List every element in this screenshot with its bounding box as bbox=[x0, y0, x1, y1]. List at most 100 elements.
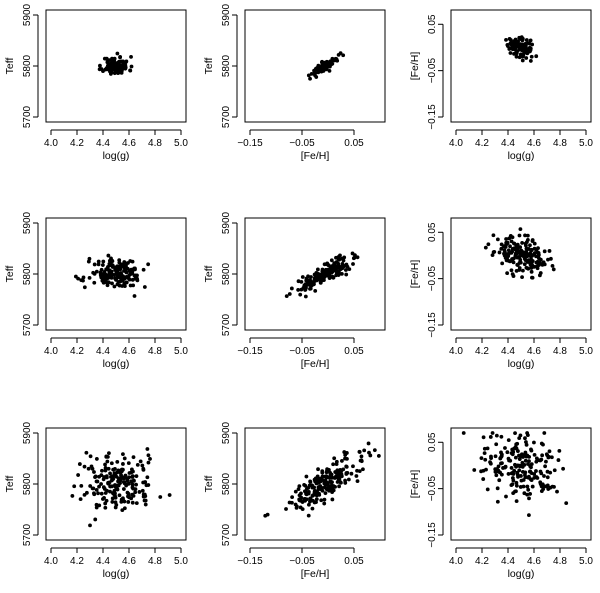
x-tick-label: 4.4 bbox=[96, 346, 110, 357]
x-tick-label: 4.2 bbox=[475, 138, 489, 149]
data-point bbox=[129, 64, 134, 69]
data-point bbox=[117, 67, 122, 72]
data-point bbox=[503, 446, 507, 450]
data-point bbox=[538, 458, 543, 463]
data-point bbox=[337, 484, 341, 489]
data-point bbox=[131, 469, 135, 474]
data-point bbox=[359, 458, 364, 463]
data-point bbox=[342, 263, 347, 268]
data-point bbox=[296, 279, 301, 284]
data-point bbox=[526, 259, 531, 264]
data-point bbox=[96, 491, 100, 496]
data-point bbox=[304, 474, 309, 479]
data-point bbox=[99, 482, 103, 486]
data-point bbox=[545, 469, 550, 474]
data-point bbox=[524, 56, 529, 60]
data-point bbox=[122, 506, 127, 511]
data-point bbox=[517, 464, 522, 469]
data-point bbox=[89, 464, 94, 469]
data-point bbox=[552, 468, 557, 473]
data-point bbox=[526, 487, 531, 492]
data-point bbox=[107, 451, 111, 455]
data-point bbox=[121, 65, 126, 70]
data-point bbox=[109, 461, 114, 466]
panel-r1-c2: −0.15 −0.05 0.05 [Fe/H] 5700 5800 5900 Teff bbox=[203, 3, 386, 162]
data-point bbox=[114, 271, 118, 276]
data-point bbox=[517, 254, 522, 259]
data-point bbox=[490, 431, 495, 435]
data-point bbox=[134, 482, 138, 487]
data-point bbox=[528, 243, 532, 248]
x-tick-label: 4.8 bbox=[148, 138, 162, 149]
data-point bbox=[322, 262, 327, 267]
data-point bbox=[525, 492, 530, 497]
data-point bbox=[329, 258, 334, 263]
data-point bbox=[509, 471, 514, 476]
data-point bbox=[128, 283, 133, 288]
data-point bbox=[512, 246, 516, 251]
data-point bbox=[303, 294, 308, 299]
y-tick-label: 5800 bbox=[22, 472, 33, 495]
data-point bbox=[351, 262, 355, 266]
data-point bbox=[135, 462, 140, 467]
data-point bbox=[525, 453, 530, 458]
plot-frame bbox=[45, 9, 187, 123]
data-point bbox=[132, 479, 136, 483]
data-point bbox=[528, 252, 533, 257]
data-point bbox=[308, 286, 313, 291]
data-point bbox=[535, 259, 540, 264]
data-point bbox=[124, 270, 129, 275]
data-point bbox=[341, 467, 346, 472]
data-point bbox=[346, 477, 351, 482]
data-point bbox=[108, 67, 113, 72]
x-tick-label: −0.05 bbox=[289, 138, 315, 149]
data-point bbox=[113, 70, 118, 74]
data-point bbox=[99, 267, 104, 272]
data-point bbox=[144, 483, 149, 488]
x-tick-label: 4.4 bbox=[501, 556, 515, 567]
data-point bbox=[78, 497, 83, 502]
x-axis-label: [Fe/H] bbox=[301, 568, 330, 580]
data-point bbox=[510, 235, 515, 240]
y-tick-label: 5900 bbox=[22, 421, 33, 444]
data-point bbox=[336, 261, 341, 266]
data-point bbox=[304, 497, 309, 502]
data-point bbox=[87, 275, 92, 280]
data-point bbox=[113, 276, 118, 280]
x-tick-label: 5.0 bbox=[579, 556, 593, 567]
data-point bbox=[130, 492, 135, 497]
data-point bbox=[82, 285, 87, 290]
data-point bbox=[517, 457, 522, 461]
x-tick-label: 4.8 bbox=[553, 556, 567, 567]
data-point bbox=[504, 494, 508, 499]
data-point bbox=[307, 502, 311, 507]
data-point bbox=[506, 472, 511, 476]
data-point bbox=[324, 273, 329, 278]
data-point bbox=[517, 233, 522, 238]
y-tick-label: 5900 bbox=[22, 211, 33, 234]
data-point bbox=[518, 227, 523, 232]
x-tick-label: 4.0 bbox=[44, 556, 58, 567]
data-point bbox=[94, 269, 99, 274]
data-point bbox=[525, 47, 530, 51]
data-point bbox=[129, 267, 134, 272]
data-point bbox=[105, 280, 110, 285]
data-point bbox=[336, 474, 341, 479]
data-point bbox=[508, 38, 513, 42]
data-point bbox=[128, 68, 133, 73]
data-point bbox=[128, 272, 133, 277]
data-point bbox=[110, 500, 115, 504]
data-point bbox=[539, 489, 544, 494]
data-point bbox=[343, 456, 347, 461]
data-point bbox=[133, 267, 137, 272]
data-point bbox=[309, 275, 313, 279]
data-point bbox=[143, 498, 148, 503]
data-point bbox=[538, 271, 543, 275]
data-point bbox=[344, 451, 349, 455]
y-tick-label: 5900 bbox=[221, 211, 232, 234]
data-point bbox=[94, 479, 99, 484]
data-point bbox=[92, 491, 96, 496]
data-point bbox=[308, 76, 312, 81]
data-point bbox=[506, 438, 511, 443]
plot-frame bbox=[244, 427, 386, 541]
